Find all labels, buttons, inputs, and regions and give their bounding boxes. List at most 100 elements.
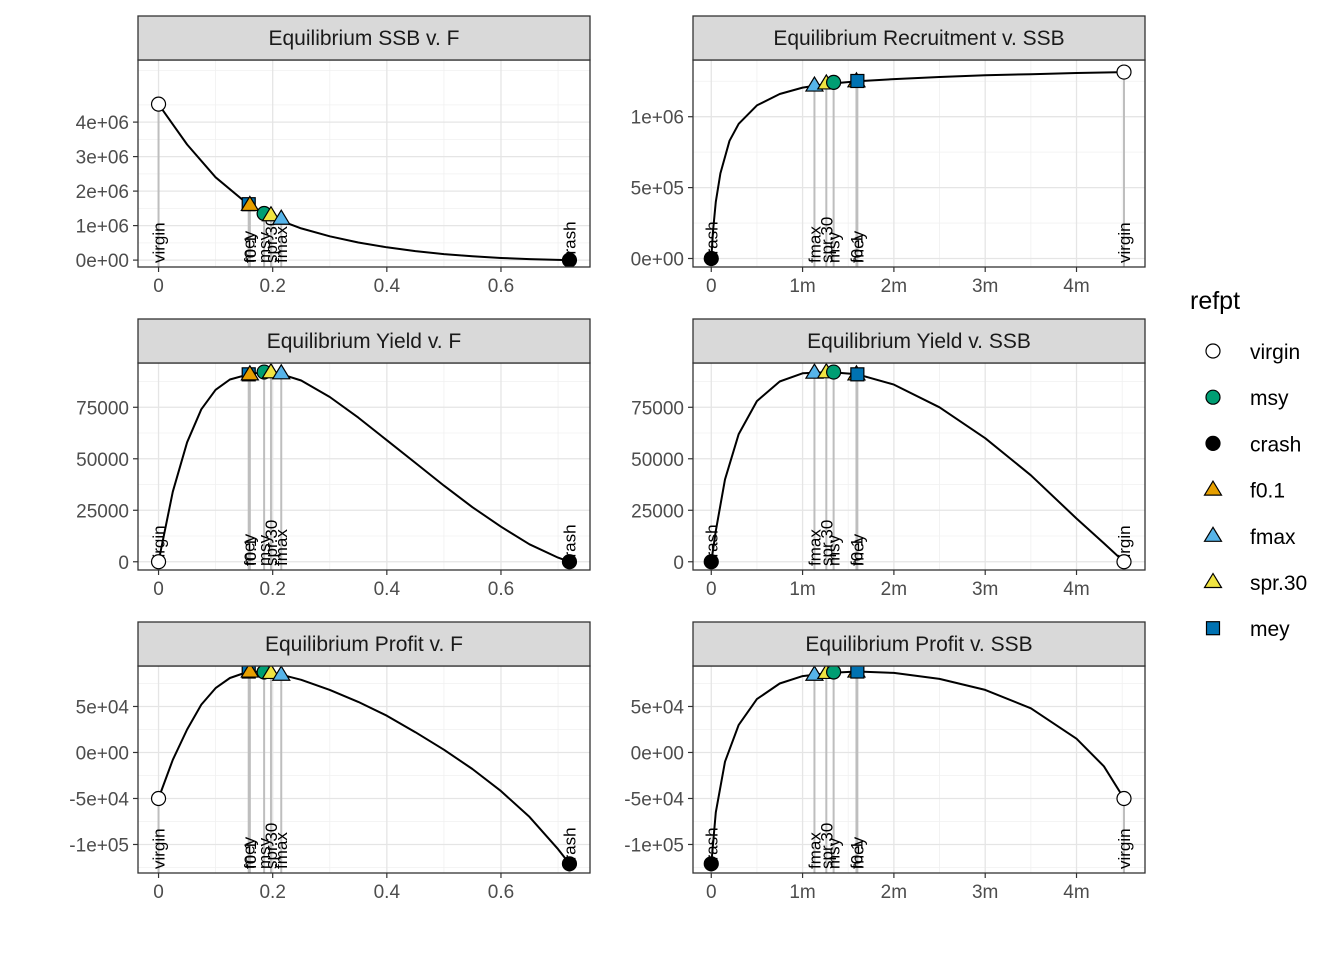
y-tick-label: 0e+00 (631, 249, 684, 270)
refpt-marker-virgin (150, 554, 167, 570)
refpt-marker-fmax (271, 363, 291, 380)
legend-key-mey (1205, 621, 1221, 636)
x-tick-label: 0.6 (488, 276, 514, 297)
panel-strip (137, 15, 591, 61)
legend-title: refpt (1190, 287, 1240, 315)
x-tick-label: 4m (1063, 579, 1089, 600)
legend-label-crash: crash (1250, 433, 1301, 456)
equilibrium-curve (710, 670, 1125, 864)
refpt-label-virgin: virgin (150, 828, 169, 869)
y-tick-label: -5e+04 (624, 789, 684, 810)
y-tick-label: 0e+00 (76, 251, 129, 272)
x-tick-label: 2m (881, 579, 907, 600)
x-tick-label: 0 (153, 579, 164, 600)
y-tick-label: 1e+06 (631, 108, 684, 129)
y-tick-label: 3e+06 (76, 148, 129, 169)
equilibrium-curve (157, 371, 570, 563)
plot-background (138, 666, 590, 873)
plot-background (693, 363, 1145, 570)
legend-label-spr-30: spr.30 (1250, 572, 1307, 595)
refpt-label-mey: mey (240, 836, 259, 869)
panel-strip (692, 621, 1146, 667)
refpt-label-msy: msy (255, 231, 274, 263)
x-tick-label: 0.2 (259, 276, 285, 297)
x-tick-label: 1m (789, 579, 815, 600)
y-tick-label: 0 (673, 553, 684, 574)
plot-background (693, 666, 1145, 873)
y-tick-label: 0 (118, 553, 129, 574)
refpt-marker-crash (561, 554, 578, 570)
plot-background (693, 60, 1145, 267)
panel-title: Equilibrium Recruitment v. SSB (773, 27, 1064, 50)
refpt-label-f0-1: f0.1 (847, 235, 866, 263)
x-tick-label: 3m (972, 276, 998, 297)
x-tick-label: 4m (1063, 882, 1089, 903)
refpt-label-spr-30: spr.30 (262, 823, 281, 869)
legend-label-virgin: virgin (1250, 341, 1300, 364)
panel-strip (137, 318, 591, 364)
refpt-label-f0-1: f0.1 (241, 538, 260, 566)
plot-background (138, 60, 590, 267)
x-tick-label: 0.6 (488, 579, 514, 600)
y-tick-label: 75000 (76, 398, 129, 419)
y-tick-label: -1e+05 (69, 835, 129, 856)
x-tick-label: 0.2 (259, 579, 285, 600)
y-tick-label: 25000 (631, 501, 684, 522)
refpt-label-spr-30: spr.30 (262, 520, 281, 566)
refpt-label-virgin: virgin (150, 222, 169, 263)
refpt-label-virgin: virgin (1115, 828, 1134, 869)
refpt-label-mey: mey (848, 230, 867, 263)
x-tick-label: 4m (1063, 276, 1089, 297)
refpt-marker-mey (850, 666, 865, 679)
legend-label-f0-1: f0.1 (1250, 480, 1285, 503)
refpt-label-f0-1: f0.1 (241, 841, 260, 869)
refpt-marker-virgin (1116, 554, 1132, 570)
y-tick-label: 75000 (631, 398, 684, 419)
legend-key-msy (1205, 389, 1221, 405)
refpt-marker-virgin (150, 790, 167, 807)
refpt-label-spr-30: spr.30 (817, 217, 836, 263)
y-tick-label: 50000 (76, 450, 129, 471)
refpt-label-fmax: fmax (805, 832, 824, 869)
panel-strip (692, 318, 1146, 364)
y-tick-label: 0e+00 (631, 743, 684, 764)
refpt-marker-crash (703, 554, 719, 570)
refpt-label-fmax: fmax (805, 529, 824, 566)
y-tick-label: 1e+06 (76, 217, 129, 238)
panel-title: Equilibrium SSB v. F (269, 27, 460, 50)
refpt-marker-virgin (150, 96, 167, 112)
x-tick-label: 0 (153, 276, 164, 297)
y-tick-label: 4e+06 (76, 113, 129, 134)
legend-key-virgin (1205, 343, 1221, 359)
panel-strip (692, 15, 1146, 61)
y-tick-label: 5e+05 (631, 179, 684, 200)
refpt-label-mey: mey (848, 533, 867, 566)
refpt-label-spr-30: spr.30 (817, 520, 836, 566)
refpt-marker-msy (826, 364, 842, 380)
refpt-label-fmax: fmax (272, 226, 291, 263)
x-tick-label: 1m (789, 882, 815, 903)
refpt-marker-fmax (804, 363, 825, 379)
x-tick-label: 2m (881, 276, 907, 297)
x-tick-label: 0.2 (259, 882, 285, 903)
legend-key-fmax (1203, 526, 1223, 542)
y-tick-label: 25000 (76, 501, 129, 522)
refpt-marker-virgin (1116, 790, 1132, 807)
refpt-marker-mey (850, 367, 865, 382)
y-tick-label: 5e+04 (76, 697, 130, 718)
refpt-label-msy: msy (825, 534, 844, 566)
x-tick-label: 0 (706, 882, 717, 903)
refpt-marker-fmax (271, 666, 291, 681)
